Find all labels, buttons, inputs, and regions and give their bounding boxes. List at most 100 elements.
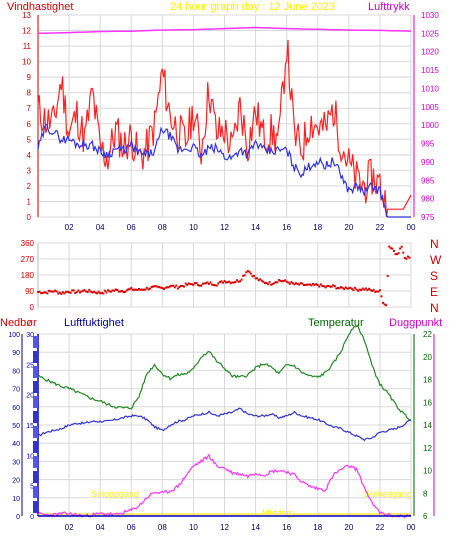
direction-point <box>214 284 217 287</box>
direction-point <box>405 257 408 260</box>
direction-point <box>170 284 173 287</box>
panel1-x-tick-label: 16 <box>282 223 291 232</box>
direction-point <box>189 283 192 286</box>
wind-tick-label: 7 <box>27 104 32 113</box>
direction-point <box>97 290 100 293</box>
direction-point <box>173 286 176 289</box>
direction-point <box>128 288 131 291</box>
direction-point <box>335 287 338 290</box>
direction-point <box>268 281 271 284</box>
direction-point <box>167 286 170 289</box>
temperature-tick-label: 6 <box>423 512 428 521</box>
direction-point <box>144 288 147 291</box>
direction-point <box>347 287 350 290</box>
direction-point <box>364 287 367 290</box>
direction-point <box>315 283 318 286</box>
direction-point <box>113 289 116 292</box>
direction-point <box>183 285 186 288</box>
humidity-tick-label: 100 <box>8 332 20 339</box>
direction-point <box>92 290 95 293</box>
direction-point <box>327 285 330 288</box>
panel1-x-tick-label: 06 <box>127 223 136 232</box>
temperature-tick-label: 12 <box>423 444 432 453</box>
direction-point <box>248 270 251 273</box>
direction-point <box>165 286 168 289</box>
direction-point <box>333 285 336 288</box>
direction-point <box>105 291 108 294</box>
direction-point <box>389 247 392 250</box>
direction-point <box>380 295 383 298</box>
direction-point <box>298 283 301 286</box>
dewpoint-axis-title: Duggpunkt <box>389 317 442 329</box>
direction-point <box>310 284 313 287</box>
wind-tick-label: 5 <box>27 135 32 144</box>
direction-point <box>302 284 305 287</box>
rain-tick-label: 10 <box>26 453 34 460</box>
direction-point <box>274 281 277 284</box>
panel1-x-tick-label: 12 <box>220 223 229 232</box>
direction-point <box>52 290 55 293</box>
panel1-x-tick-label: 22 <box>375 223 384 232</box>
temperature-line <box>37 325 411 421</box>
humidity-tick-label: 40 <box>12 441 20 448</box>
direction-point <box>383 303 386 306</box>
compass-label: E <box>430 285 438 299</box>
page-title: 24 hour graph day : 12 June 2023 <box>170 1 335 13</box>
direction-point <box>253 274 256 277</box>
direction-point <box>239 280 242 283</box>
direction-point <box>234 280 237 283</box>
temperature-axis-title: Temperatur <box>308 317 364 329</box>
temperature-tick-label: 20 <box>423 353 432 362</box>
direction-point <box>256 277 259 280</box>
direction-point <box>259 278 262 281</box>
direction-point <box>299 282 302 285</box>
direction-point <box>369 289 372 292</box>
direction-point <box>400 245 403 248</box>
compass-label: W <box>430 253 442 267</box>
direction-point <box>181 284 184 287</box>
direction-point <box>343 288 346 291</box>
panel1-x-tick-label: 14 <box>251 223 260 232</box>
panel3-x-tick-label: 10 <box>189 523 198 532</box>
direction-point <box>340 286 343 289</box>
direction-point <box>83 289 86 292</box>
direction-point <box>361 287 364 290</box>
humidity-tick-label: 50 <box>12 423 20 430</box>
direction-point <box>161 287 164 290</box>
panel3-x-tick-label: 22 <box>375 523 384 532</box>
direction-point <box>305 283 308 286</box>
direction-point <box>198 284 201 287</box>
direction-point <box>49 290 52 293</box>
humidity-tick-label: 10 <box>12 496 20 503</box>
direction-point <box>388 245 391 248</box>
panel1-x-tick-label: 02 <box>65 223 74 232</box>
direction-point <box>106 289 109 292</box>
rain-tick-label: 5 <box>30 484 34 491</box>
rain-gauge-block <box>33 486 38 498</box>
direction-point <box>218 281 221 284</box>
rain-axis-title: Nedbør <box>0 317 37 329</box>
panel3-x-tick-label: 14 <box>251 523 260 532</box>
direction-point <box>349 286 352 289</box>
rain-tick-label: 25 <box>26 362 34 369</box>
direction-point <box>307 283 310 286</box>
direction-point <box>162 288 165 291</box>
sunset-label: Solnedgang <box>364 489 412 499</box>
direction-point <box>197 283 200 286</box>
direction-point <box>150 286 153 289</box>
direction-point <box>276 281 279 284</box>
pressure-tick-label: 1020 <box>421 48 439 57</box>
direction-point <box>375 290 378 293</box>
wind-tick-label: 8 <box>27 89 32 98</box>
direction-point <box>346 287 349 290</box>
direction-point <box>133 288 136 291</box>
direction-point <box>341 286 344 289</box>
direction-point <box>71 289 74 292</box>
direction-point <box>217 282 220 285</box>
pressure-tick-label: 1005 <box>421 103 439 112</box>
direction-point <box>125 289 128 292</box>
direction-point <box>80 290 83 293</box>
direction-point <box>332 284 335 287</box>
direction-point <box>111 289 114 292</box>
